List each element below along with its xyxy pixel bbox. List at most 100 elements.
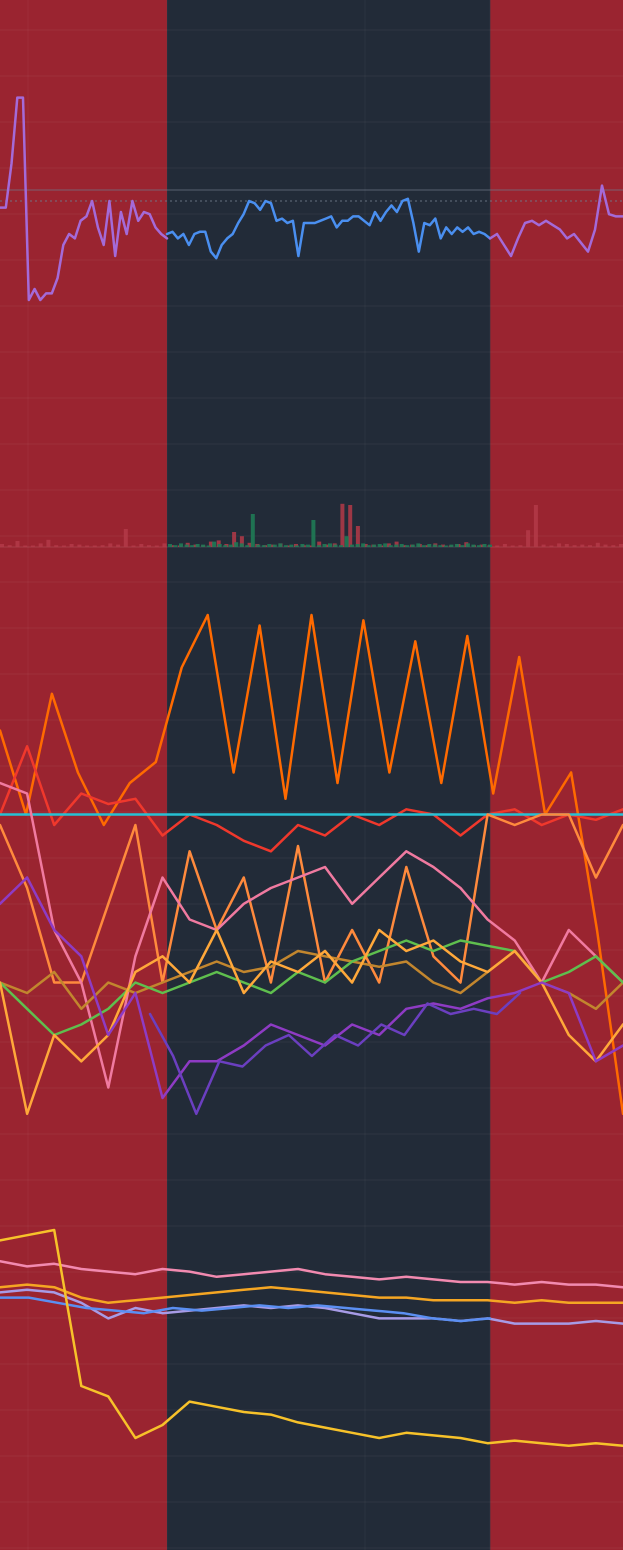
volume-bar <box>348 505 353 547</box>
volume-bar <box>116 544 121 547</box>
volume-bar <box>441 544 445 547</box>
oscillator-line-7 <box>0 928 623 1116</box>
volume-bar <box>377 544 382 547</box>
volume-bar <box>283 545 288 547</box>
volume-bar <box>488 544 492 547</box>
volume-bar <box>69 544 74 547</box>
volume-bar <box>454 544 459 547</box>
price-panel <box>0 96 623 302</box>
volume-bar <box>239 536 244 547</box>
oscillator-line-4 <box>0 781 623 1089</box>
volume-bar <box>139 544 144 547</box>
volume-bar <box>355 526 360 547</box>
volume-bar <box>190 545 195 547</box>
volume-bar <box>217 544 222 547</box>
volume-bar <box>502 544 507 547</box>
volume-bar <box>168 544 172 547</box>
price-line-mid <box>165 197 492 260</box>
volume-bar <box>322 544 327 547</box>
volume-bar <box>383 543 388 547</box>
volume-bar <box>438 545 443 547</box>
oscillator-panel <box>0 613 623 1116</box>
volume-bar <box>325 544 329 547</box>
volume-bar <box>564 544 569 547</box>
volume-bar <box>518 545 523 547</box>
volume-bar <box>549 545 554 547</box>
volume-bar <box>333 544 338 547</box>
volume-bar <box>272 544 277 547</box>
volume-bar <box>261 545 266 547</box>
volume-bar <box>471 544 476 547</box>
volume-bar <box>108 543 113 547</box>
volume-bar <box>7 545 12 547</box>
volume-bar <box>479 544 484 547</box>
volume-bar <box>38 543 43 547</box>
volume-bar <box>405 545 410 547</box>
volume-bar <box>402 545 407 547</box>
volume-bar <box>228 544 233 547</box>
volume-bar <box>46 539 51 547</box>
volume-bar <box>147 545 151 547</box>
volume-bar <box>184 544 189 547</box>
volume-bar <box>170 545 175 547</box>
volume-bar <box>23 545 28 547</box>
volume-bar <box>465 543 470 547</box>
volume-bar <box>195 544 200 547</box>
volume-bar <box>366 545 371 547</box>
bands-panel <box>0 1228 623 1448</box>
volume-panel <box>0 503 623 548</box>
volume-bar <box>432 544 437 547</box>
volume-bar <box>311 520 316 547</box>
volume-bar <box>603 544 608 547</box>
volume-bar <box>388 545 393 547</box>
band-line-3 <box>0 1296 492 1323</box>
volume-bar <box>92 545 97 547</box>
volume-bar <box>344 536 349 547</box>
volume-bar <box>267 544 272 547</box>
volume-bar <box>410 544 415 547</box>
volume-bar <box>572 545 577 547</box>
volume-bar <box>0 544 4 547</box>
volume-bar <box>611 545 616 547</box>
band-line-0 <box>0 1259 623 1289</box>
volume-bar <box>173 545 178 547</box>
volume-bar <box>234 542 239 547</box>
volume-bar <box>239 543 244 547</box>
oscillator-line-3 <box>0 813 623 984</box>
volume-bar <box>416 543 421 547</box>
volume-bar <box>595 542 600 547</box>
volume-bar <box>247 542 252 547</box>
price-line-post <box>488 184 623 258</box>
volume-bar <box>193 544 198 547</box>
volume-bar <box>208 541 213 547</box>
volume-bar <box>300 544 305 547</box>
volume-bar <box>399 544 404 547</box>
volume-bar <box>162 543 167 547</box>
volume-bar <box>201 544 206 547</box>
band-line-4 <box>0 1228 623 1448</box>
volume-bar <box>212 541 217 547</box>
volume-bar <box>580 544 585 547</box>
volume-bar <box>350 544 355 547</box>
volume-bar <box>305 544 310 547</box>
volume-bar <box>216 540 221 547</box>
volume-bar <box>372 544 377 547</box>
volume-bar <box>286 545 291 547</box>
volume-bar <box>533 505 538 547</box>
volume-bar <box>85 545 90 547</box>
volume-bar <box>154 545 159 547</box>
volume-bar <box>427 544 432 547</box>
volume-bar <box>131 545 136 547</box>
oscillator-line-9 <box>148 991 522 1116</box>
volume-bar <box>317 541 322 547</box>
oscillator-line-1 <box>0 745 623 853</box>
volume-bar <box>61 545 66 547</box>
volume-bar <box>421 545 426 547</box>
volume-bar <box>541 544 546 547</box>
volume-bar <box>289 544 294 547</box>
volume-bar <box>54 545 59 547</box>
volume-bar <box>278 543 283 547</box>
